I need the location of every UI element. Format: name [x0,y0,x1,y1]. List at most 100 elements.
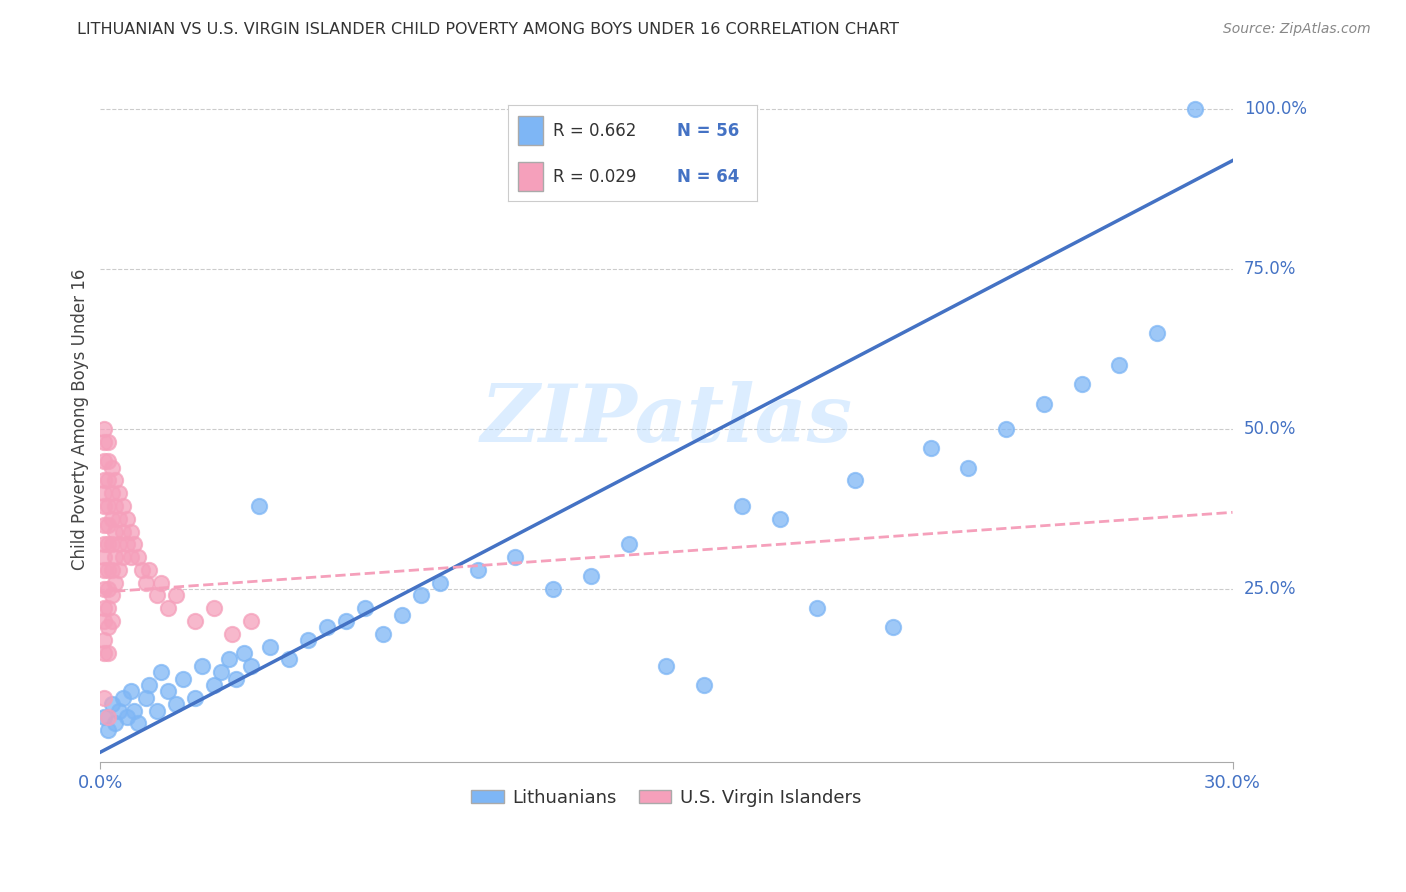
Point [93,601,115,615]
Point [146,589,169,603]
Point [108,537,131,551]
Point [100,537,122,551]
Point [541,582,564,596]
Point [467,563,489,577]
Point [100,589,122,603]
Point [225,672,247,686]
Point [920,442,942,456]
Point [297,633,319,648]
Point [97,435,120,450]
Point [391,607,413,622]
Point [97,474,120,488]
Point [97,563,120,577]
Point [429,575,451,590]
Point [93,499,115,513]
Point [93,550,115,565]
Point [882,620,904,634]
Point [115,710,138,724]
Point [247,499,270,513]
Point [93,582,115,596]
Point [232,646,254,660]
Point [240,614,263,628]
Point [97,601,120,615]
Point [97,710,120,724]
Point [844,474,866,488]
Point [115,512,138,526]
Point [183,690,205,705]
Point [146,704,169,718]
Point [104,499,127,513]
Text: Source: ZipAtlas.com: Source: ZipAtlas.com [1223,22,1371,37]
Point [183,614,205,628]
Point [149,665,172,680]
Text: 75.0%: 75.0% [1244,260,1296,278]
Point [104,550,127,565]
Point [93,646,115,660]
Point [93,454,115,468]
Point [93,537,115,551]
Point [373,627,395,641]
Point [97,454,120,468]
Point [769,512,792,526]
Point [111,524,134,539]
Point [93,690,115,705]
Point [240,658,263,673]
Point [97,723,120,737]
Point [617,537,640,551]
Legend: Lithuanians, U.S. Virgin Islanders: Lithuanians, U.S. Virgin Islanders [464,782,869,814]
Point [108,512,131,526]
Point [100,614,122,628]
Point [97,537,120,551]
Point [124,537,146,551]
Point [138,563,160,577]
Point [157,601,180,615]
Point [93,614,115,628]
Point [259,640,281,654]
Text: LITHUANIAN VS U.S. VIRGIN ISLANDER CHILD POVERTY AMONG BOYS UNDER 16 CORRELATION: LITHUANIAN VS U.S. VIRGIN ISLANDER CHILD… [77,22,900,37]
Point [120,550,142,565]
Point [411,589,433,603]
Point [115,537,138,551]
Point [172,672,194,686]
Point [104,716,127,731]
Point [97,646,120,660]
Point [806,601,828,615]
Point [127,550,149,565]
Point [104,575,127,590]
Point [108,563,131,577]
Point [221,627,243,641]
Point [1070,377,1092,392]
Text: 100.0%: 100.0% [1244,101,1306,119]
Point [100,697,122,711]
Point [335,614,357,628]
Point [93,710,115,724]
Point [1184,103,1206,117]
Point [218,652,240,666]
Point [97,582,120,596]
Point [127,716,149,731]
Point [138,678,160,692]
Point [957,460,980,475]
Point [93,563,115,577]
Point [149,575,172,590]
Point [93,422,115,436]
Point [693,678,716,692]
Point [93,486,115,500]
Point [93,474,115,488]
Point [97,499,120,513]
Point [731,499,754,513]
Point [1108,358,1130,372]
Point [120,524,142,539]
Point [579,569,602,583]
Point [111,550,134,565]
Point [124,704,146,718]
Point [93,633,115,648]
Point [315,620,337,634]
Point [100,512,122,526]
Point [1146,326,1168,341]
Point [655,658,678,673]
Point [104,474,127,488]
Point [100,563,122,577]
Point [135,575,157,590]
Point [111,499,134,513]
